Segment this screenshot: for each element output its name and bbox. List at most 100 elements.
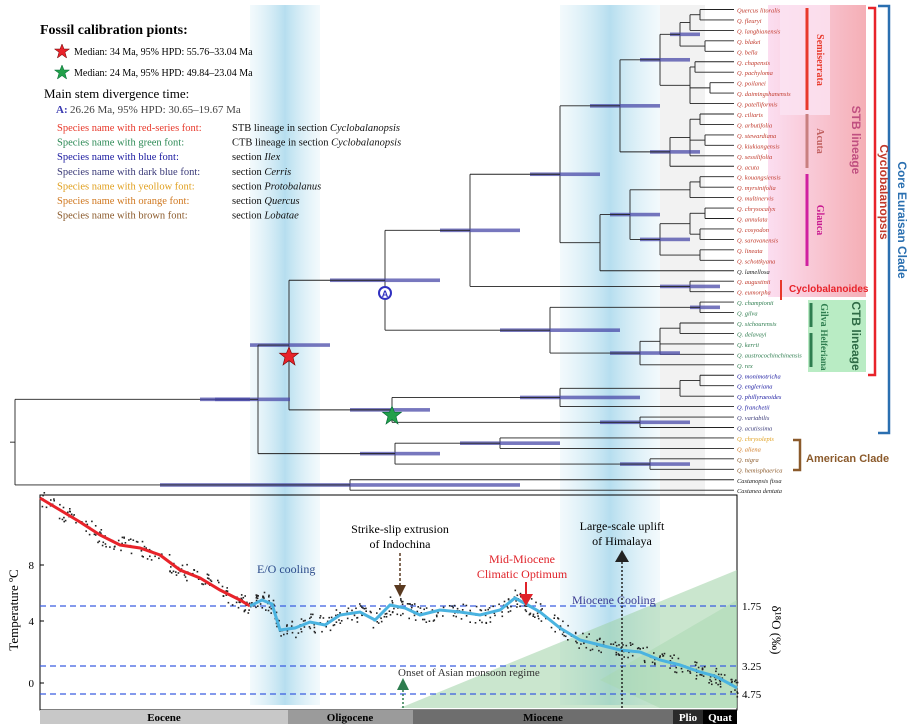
isotope-point: [659, 656, 661, 659]
tip-label: Q. poilanei: [737, 81, 766, 88]
tip-label: Q. annulata: [737, 217, 768, 224]
isotope-point: [329, 629, 332, 632]
isotope-point: [736, 681, 739, 684]
isotope-point: [148, 548, 151, 551]
font-legend-left: Species name with blue font:: [57, 152, 179, 163]
isotope-point: [102, 541, 105, 544]
isotope-point: [204, 583, 207, 585]
isotope-point: [452, 615, 455, 617]
font-legend-right: section Cerris: [232, 167, 291, 178]
tip-label: Q. saravanensis: [737, 237, 779, 244]
isotope-point: [498, 603, 500, 606]
isotope-point: [201, 583, 203, 585]
hpd-bar: [610, 351, 680, 355]
isotope-point: [673, 654, 675, 656]
isotope-point: [631, 643, 634, 645]
hpd-bar: [530, 172, 600, 177]
isotope-point: [580, 643, 582, 645]
tip-label: Q. championii: [737, 300, 774, 307]
clade-cyclobalanopsis: Cyclobalanopsis: [877, 144, 891, 240]
tip-label: Q. kiukiangensis: [737, 143, 780, 150]
font-legend-left: Species name with dark blue font:: [57, 167, 200, 178]
isotope-point: [695, 674, 698, 677]
isotope-point: [385, 612, 388, 615]
clade-helferiana: Helferiana: [819, 330, 829, 371]
hpd-bar: [520, 395, 640, 400]
isotope-point: [291, 621, 294, 623]
isotope-point: [332, 624, 335, 627]
isotope-point: [170, 572, 173, 574]
isotope-point: [436, 615, 438, 618]
isotope-point: [267, 609, 270, 612]
isotope-point: [290, 625, 293, 627]
isotope-point: [73, 514, 75, 516]
isotope-point: [309, 627, 312, 630]
isotope-point: [615, 651, 618, 654]
isotope-point: [730, 681, 733, 684]
isotope-point: [475, 605, 478, 608]
isotope-point: [494, 614, 496, 617]
isotope-point: [701, 668, 704, 671]
isotope-point: [222, 595, 225, 597]
tip-label: Q. engleriana: [737, 384, 773, 391]
isotope-point: [218, 581, 220, 584]
isotope-point: [550, 626, 553, 629]
isotope-point: [723, 674, 726, 676]
isotope-point: [474, 622, 477, 624]
left-tick-label: 4: [29, 616, 35, 628]
temperature-curve-cenozoic: [249, 596, 738, 690]
isotope-point: [715, 670, 717, 673]
isotope-point: [532, 613, 535, 616]
tip-label: Castanea dentata: [737, 488, 782, 495]
left-tick-label: 0: [29, 678, 35, 690]
isotope-point: [244, 595, 246, 597]
isotope-point: [423, 608, 425, 611]
isotope-point: [300, 630, 303, 633]
isotope-point: [42, 494, 44, 497]
isotope-point: [286, 624, 288, 626]
isotope-point: [507, 598, 510, 600]
isotope-point: [113, 548, 115, 550]
isotope-point: [257, 595, 259, 597]
isotope-point: [699, 673, 701, 676]
isotope-point: [379, 608, 381, 610]
font-legend-right: section Quercus: [232, 196, 300, 207]
isotope-point: [501, 615, 504, 618]
isotope-point: [319, 617, 321, 619]
ylabel-isotope: δ¹⁸O (‰): [769, 606, 784, 655]
tip-label: Quercus litoralis: [737, 8, 781, 15]
isotope-point: [99, 531, 101, 533]
isotope-point: [142, 556, 144, 558]
isotope-point: [465, 615, 468, 617]
isotope-point: [408, 617, 410, 620]
clade-american: American Clade: [806, 453, 889, 465]
tip-label: Q. gilva: [737, 311, 758, 318]
isotope-point: [313, 626, 316, 629]
isotope-point: [335, 609, 338, 611]
isotope-point: [208, 577, 210, 580]
epoch-quat: Quat: [708, 712, 732, 724]
isotope-point: [400, 614, 402, 617]
tip-label: Q. blakei: [737, 39, 761, 46]
isotope-point: [402, 612, 404, 615]
isotope-point: [695, 661, 698, 664]
isotope-point: [247, 612, 250, 614]
tip-label: Q. bella: [737, 49, 758, 56]
clade-stb: STB lineage: [849, 106, 863, 175]
isotope-point: [221, 585, 224, 588]
isotope-point: [85, 530, 87, 532]
isotope-point: [567, 639, 569, 641]
isotope-point: [413, 603, 416, 605]
isotope-point: [510, 605, 512, 608]
isotope-point: [642, 647, 644, 649]
isotope-point: [104, 543, 107, 545]
isotope-point: [406, 603, 409, 605]
tip-label: Q. hemisphaerica: [737, 467, 782, 474]
isotope-point: [225, 590, 228, 592]
isotope-point: [589, 649, 592, 652]
isotope-point: [256, 597, 259, 600]
isotope-point: [388, 610, 391, 612]
isotope-point: [402, 600, 404, 603]
isotope-point: [530, 598, 533, 600]
tip-label: Q. acutissima: [737, 426, 772, 433]
